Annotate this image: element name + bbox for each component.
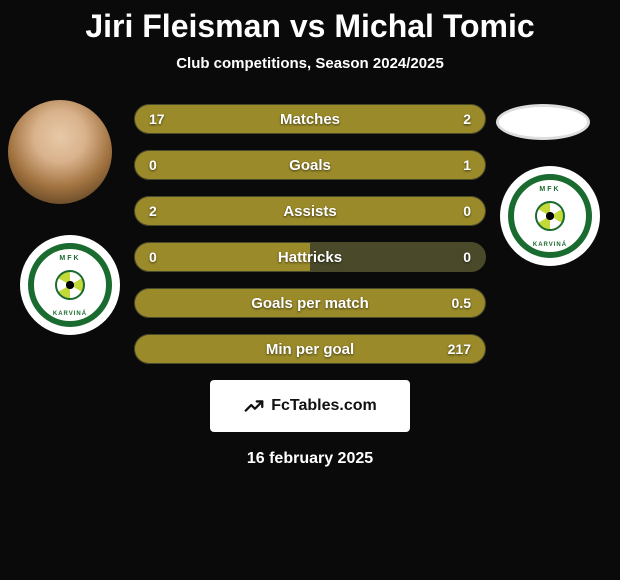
stat-bar-row: Min per goal 217	[134, 334, 486, 364]
crest-bottom-text: KARVINÁ	[53, 311, 87, 317]
fctables-logo-icon	[243, 395, 265, 417]
player1-club-badge: MFK KARVINÁ	[20, 235, 120, 335]
stat-bar-row: 0 Hattricks 0	[134, 242, 486, 272]
stat-bars: 17 Matches 2 0 Goals 1 2 Assists 0 0 Hattricks 0 Goa…	[134, 100, 486, 364]
player1-avatar	[8, 100, 112, 204]
club-crest-icon: MFK KARVINÁ	[28, 243, 112, 327]
bar-fill-right	[198, 151, 485, 179]
page-title: Jiri Fleisman vs Michal Tomic	[0, 0, 620, 45]
player2-club-badge: MFK KARVINÁ	[500, 166, 600, 266]
soccer-ball-icon	[535, 201, 565, 231]
crest-top-text: MFK	[539, 186, 560, 193]
stat-label: Assists	[283, 203, 336, 220]
stat-value-right: 0.5	[452, 295, 471, 311]
subtitle: Club competitions, Season 2024/2025	[0, 55, 620, 72]
comparison-panel: MFK KARVINÁ MFK KARVINÁ 17 Matches 2 0 Goals…	[0, 100, 620, 364]
stat-bar-row: 0 Goals 1	[134, 150, 486, 180]
stat-label: Matches	[280, 111, 340, 128]
stat-value-left: 0	[149, 157, 157, 173]
date-text: 16 february 2025	[0, 450, 620, 468]
stat-value-left: 2	[149, 203, 157, 219]
soccer-ball-icon	[55, 270, 85, 300]
brand-box[interactable]: FcTables.com	[210, 380, 410, 432]
stat-value-right: 0	[463, 203, 471, 219]
club-crest-icon: MFK KARVINÁ	[508, 174, 592, 258]
stat-bar-row: 2 Assists 0	[134, 196, 486, 226]
stat-label: Hattricks	[278, 249, 342, 266]
brand-text: FcTables.com	[271, 397, 377, 415]
crest-top-text: MFK	[59, 255, 80, 262]
stat-bar-row: 17 Matches 2	[134, 104, 486, 134]
stat-value-right: 2	[463, 111, 471, 127]
stat-value-left: 17	[149, 111, 165, 127]
stat-label: Goals	[289, 157, 331, 174]
stat-value-right: 217	[448, 341, 471, 357]
stat-value-right: 1	[463, 157, 471, 173]
stat-bar-row: Goals per match 0.5	[134, 288, 486, 318]
stat-value-left: 0	[149, 249, 157, 265]
crest-bottom-text: KARVINÁ	[533, 242, 567, 248]
stat-value-right: 0	[463, 249, 471, 265]
bar-fill-left	[135, 151, 198, 179]
stat-label: Min per goal	[266, 341, 354, 358]
stat-label: Goals per match	[251, 295, 369, 312]
player2-avatar	[496, 104, 590, 140]
